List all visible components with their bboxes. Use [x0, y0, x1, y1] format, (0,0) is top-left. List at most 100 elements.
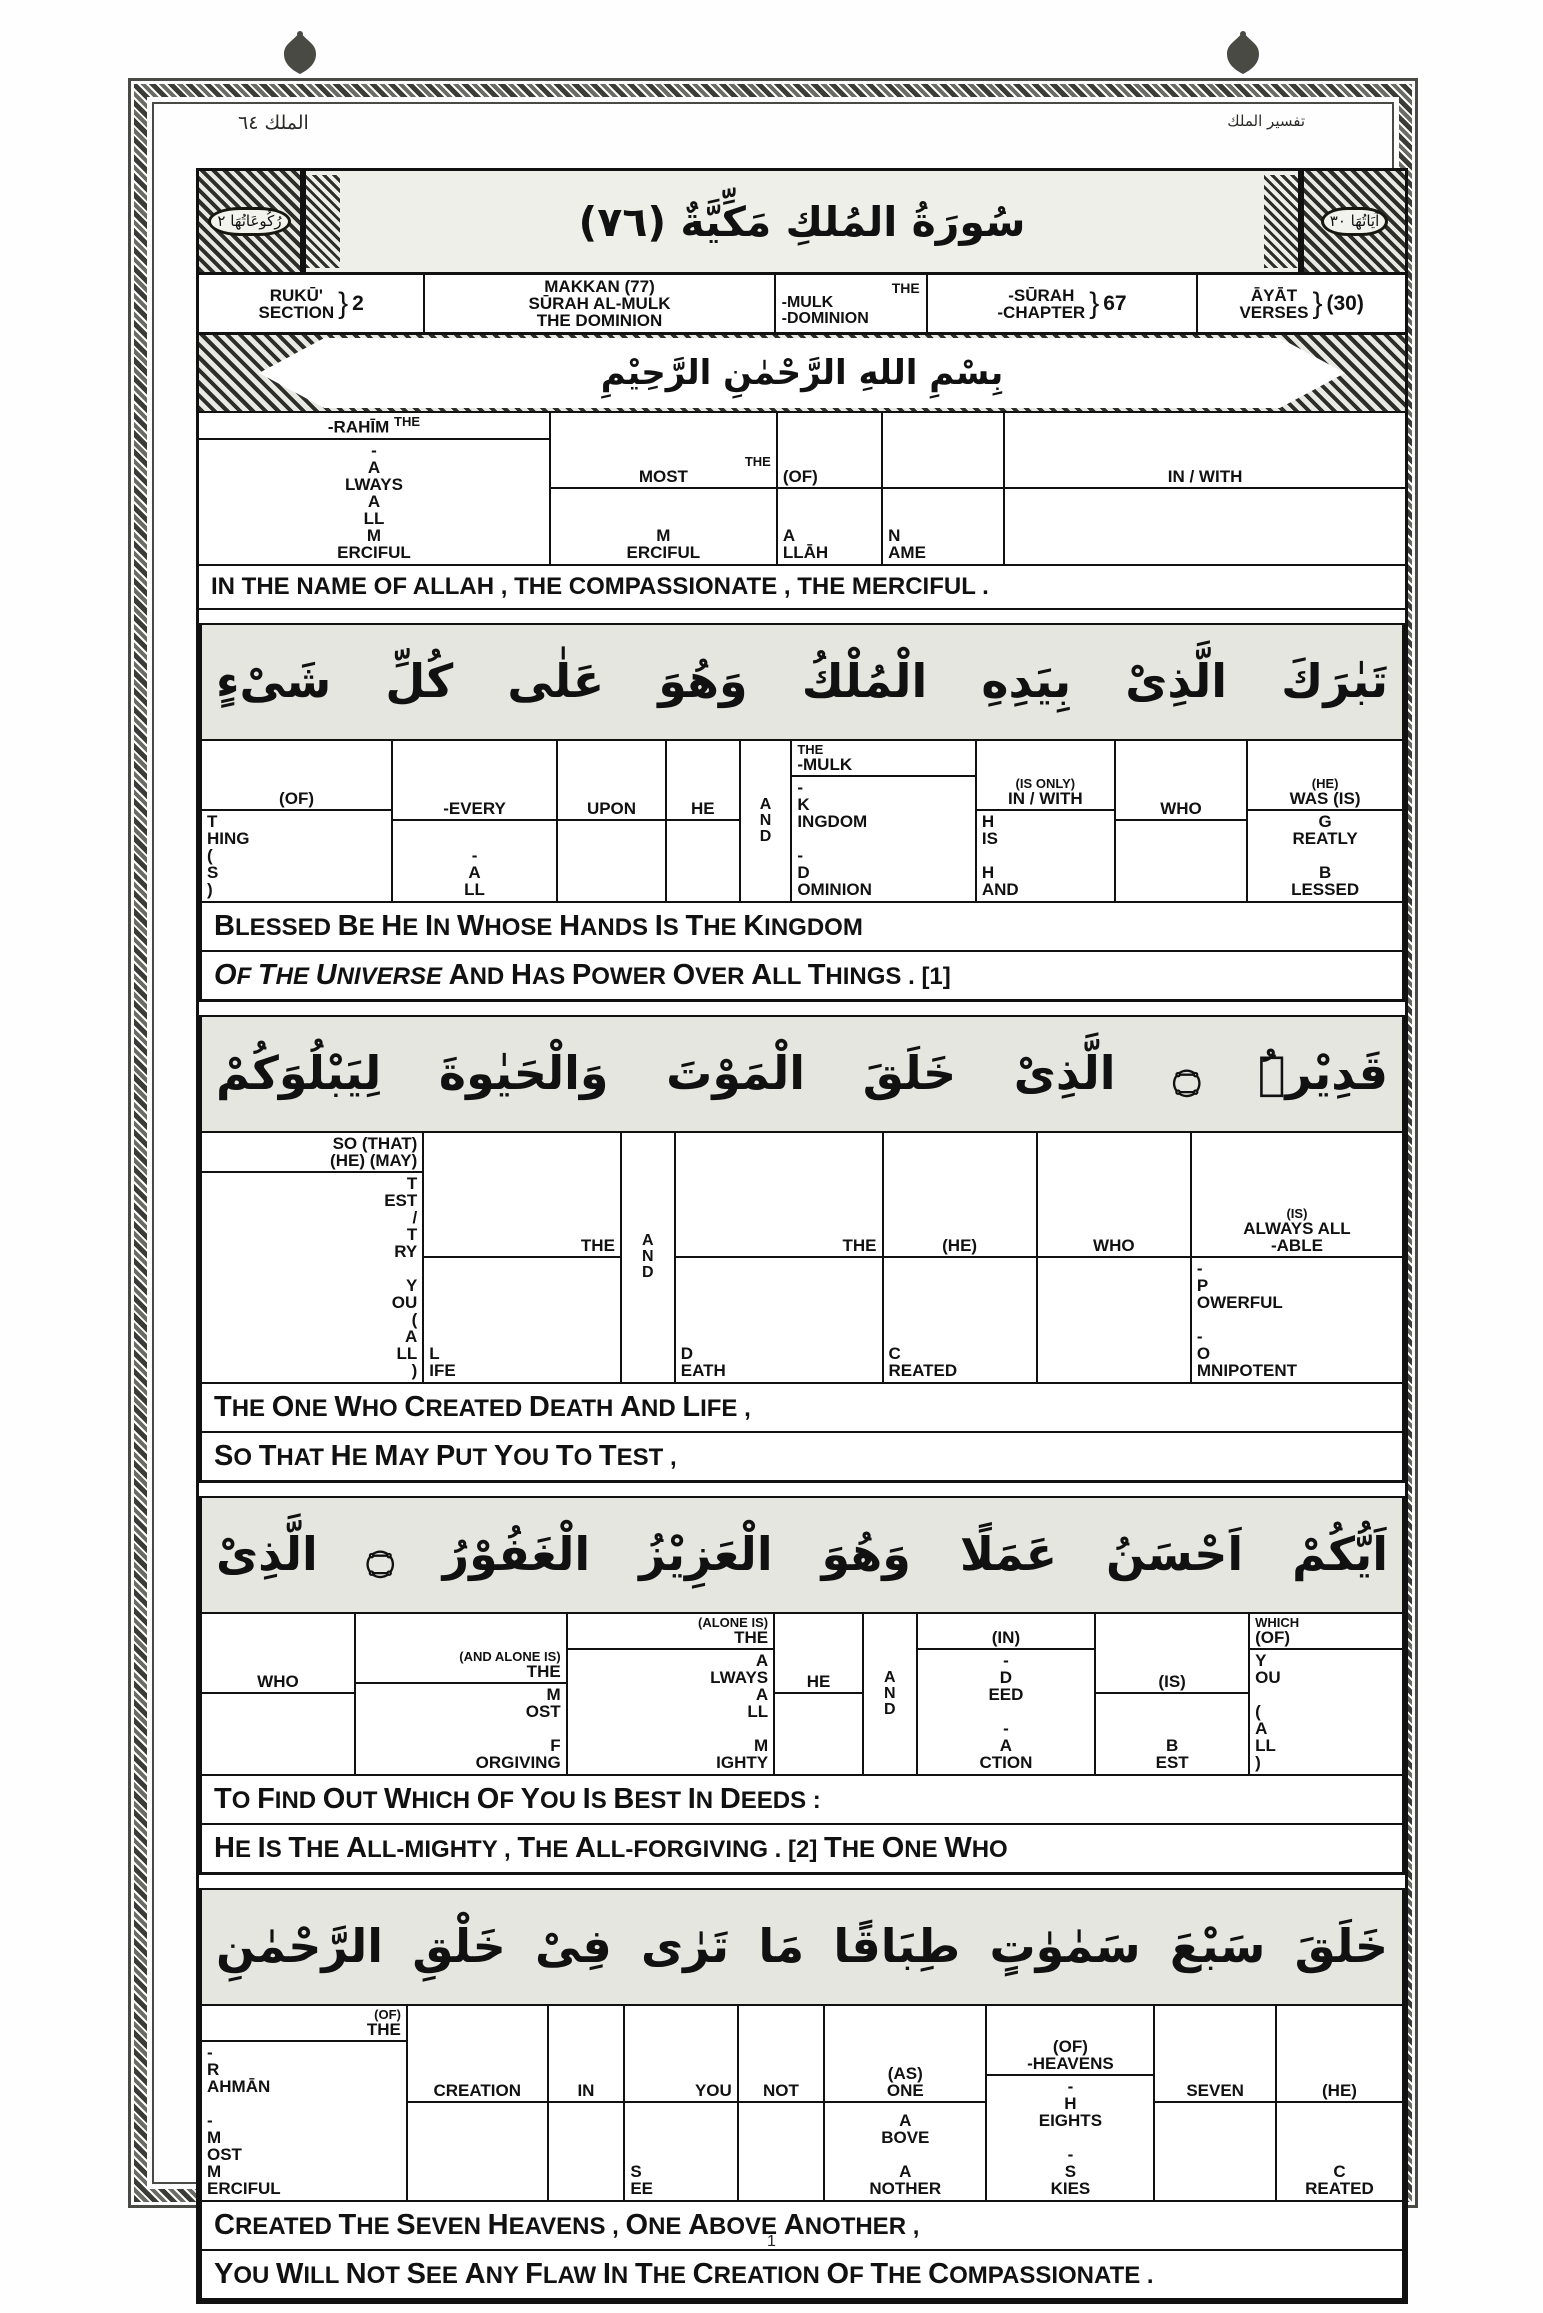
- ruku-brace: }: [338, 286, 349, 320]
- ayat-count-cell: ĀYĀT VERSES } (30): [1198, 275, 1405, 332]
- ayah-arabic-text: خَلَقَ سَبْعَ سَمٰوٰتٍ طِبَاقًا مَا تَرٰ…: [216, 1918, 1388, 1973]
- top-fleuron-right: [1213, 30, 1273, 76]
- word-cell: (OF) T HING(S): [202, 740, 394, 901]
- bismillah-gloss-top: (OF): [782, 466, 818, 486]
- ruku-value: 2: [352, 292, 364, 315]
- ayah-arabic-text: اَيُّكُمْ اَحْسَنُ عَمَلًا وَهُوَ الْعَز…: [216, 1526, 1388, 1581]
- ayah-arabic-text: قَدِيْرُۨ ۝ الَّذِىْ خَلَقَ الْمَوْتَ وَ…: [216, 1045, 1388, 1100]
- word-cell: WHO: [1037, 1132, 1192, 1382]
- word-cell: (OF) -HEAVENS - H EIGHTS - S KIES: [987, 2005, 1156, 2200]
- bismillah-gloss-top: IN / WITH: [1167, 466, 1243, 486]
- word-gloss-top: WHO: [1093, 1235, 1135, 1255]
- word-gloss-bottom: [666, 819, 739, 901]
- word-gloss-bottom: [1037, 1255, 1190, 1382]
- bismillah-gloss-bottom: A LLĀH: [777, 486, 882, 564]
- word-cell: THE -MULK - K INGDOM - D OMINION: [792, 740, 977, 901]
- word-gloss-top: WHICH (OF): [1255, 1614, 1300, 1647]
- word-gloss-bottom: - R AHMĀN - M OST M ERCIFUL: [202, 2039, 406, 2200]
- ayat-line-1: ĀYĀT: [1250, 285, 1298, 305]
- word-gloss-bottom: S EE: [625, 2101, 737, 2200]
- word-gloss-bottom: [738, 2101, 824, 2200]
- word-gloss-top: NOT: [762, 2081, 799, 2101]
- word-gloss-top: YOU: [694, 2081, 732, 2101]
- word-gloss-top: (OF) -HEAVENS: [1027, 2036, 1114, 2073]
- bismillah-gloss-top: -RAHĪM THE: [327, 414, 421, 437]
- revelation-line-3: THE DOMINION: [536, 311, 663, 330]
- word-gloss-bottom: [202, 1692, 354, 1774]
- ayat-brace: }: [1312, 286, 1323, 320]
- bismillah-gloss-top: [883, 413, 1003, 487]
- header-mark-left: الملك ٦٤: [238, 112, 309, 134]
- mulk-gloss-cell: THE -MULK -DOMINION: [776, 275, 928, 332]
- verse-block: خَلَقَ سَبْعَ سَمٰوٰتٍ طِبَاقًا مَا تَرٰ…: [199, 1887, 1405, 2301]
- word-gloss-top: -EVERY: [443, 799, 506, 819]
- word-cell: SO (THAT) (HE) (MAY) T EST / T RY Y OU (A LL): [202, 1132, 425, 1382]
- word-cell: THE D EATH: [675, 1132, 884, 1382]
- ruku-info-cell: RUKŪ' SECTION } 2: [199, 275, 426, 332]
- word-gloss-bottom: C REATED: [1276, 2101, 1403, 2200]
- word-gloss-top: (HE): [942, 1235, 978, 1255]
- word-cell: (HE) WAS (IS) G REATLY B LESSED: [1248, 741, 1403, 901]
- ayat-count: (30): [1326, 292, 1364, 315]
- surah-info-row: RUKŪ' SECTION } 2 MAKKAN (77) SŪRAH AL-M…: [199, 275, 1405, 335]
- word-cell: WHO: [1115, 740, 1249, 901]
- ayah-arabic-band: خَلَقَ سَبْعَ سَمٰوٰتٍ طِبَاقًا مَا تَرٰ…: [202, 1887, 1402, 2006]
- mulk-line-2: -DOMINION: [781, 309, 869, 327]
- ayah-translation-line: THE ONE WHO CREATED DEATH AND LIFE ,: [202, 1383, 1402, 1433]
- word-gloss-top: UPON: [586, 799, 637, 819]
- word-gloss-top: (HE): [1322, 2081, 1357, 2101]
- bismillah-word-cell: N AME: [883, 413, 1006, 564]
- word-gloss-bottom: L IFE: [424, 1255, 620, 1382]
- surah-content: رُكُوعَاتُهَا ٢ سُورَةُ المُلكِ مَكِّيَّ…: [196, 168, 1408, 2304]
- ayah-arabic-band: قَدِيْرُۨ ۝ الَّذِىْ خَلَقَ الْمَوْتَ وَ…: [202, 1014, 1402, 1133]
- word-gloss-bottom: C REATED: [883, 1255, 1036, 1382]
- word-cell: (IS) ALWAYS ALL -ABLE - P OWERFUL - O MNIPOTENT: [1191, 1133, 1403, 1382]
- bismillah-word-cell: THE MOST M ERCIFUL: [550, 413, 778, 564]
- ayah-arabic-text: تَبٰرَكَ الَّذِىْ بِيَدِهِ الْمُلْكُ وَه…: [216, 653, 1388, 708]
- word-gloss-top: HE: [806, 1672, 831, 1692]
- word-gloss-top: SO (THAT) (HE) (MAY): [330, 1133, 418, 1170]
- word-gloss-bottom: - D EED - A CTION: [917, 1647, 1095, 1774]
- bismillah-word-cell: IN / WITH: [1005, 413, 1405, 564]
- word-cell: IN: [548, 2005, 626, 2200]
- revelation-line-2: SŪRAH AL-MULK: [528, 294, 671, 313]
- bismillah-word-cell: -RAHĪM THE - A LWAYS A LL M ERCIFUL: [199, 413, 551, 564]
- word-gloss-bottom: Y OU(A LL): [1250, 1647, 1402, 1774]
- ayat-count-pill: آيَاتُهَا ٣٠: [1320, 206, 1389, 237]
- word-gloss-top: (IS): [1158, 1672, 1186, 1692]
- word-gloss-top: WHO: [1160, 799, 1202, 819]
- ayah-arabic-band: اَيُّكُمْ اَحْسَنُ عَمَلًا وَهُوَ الْعَز…: [202, 1495, 1402, 1614]
- bismillah-gloss-bottom: N AME: [883, 486, 1004, 564]
- word-gloss-bottom: D EATH: [675, 1255, 882, 1382]
- word-cell: (AS) ONE A BOVE A NOTHER: [825, 2005, 988, 2200]
- word-gloss-bottom: - H EIGHTS - S KIES: [987, 2073, 1154, 2200]
- surah-brace: }: [1089, 286, 1100, 320]
- ayah-translation-line: CREATED THE SEVEN HEAVENS , ONE ABOVE AN…: [202, 2201, 1402, 2251]
- word-gloss-bottom: [407, 2101, 547, 2200]
- word-cell: WHO: [202, 1613, 356, 1774]
- word-cell: (ALONE IS) THE A LWAYS A LL M IGHTY: [567, 1613, 776, 1774]
- verse-list: تَبٰرَكَ الَّذِىْ بِيَدِهِ الْمُلْكُ وَه…: [199, 622, 1405, 2301]
- word-gloss-top: (IS ONLY) IN / WITH: [1008, 775, 1083, 808]
- mulk-line-1: -MULK: [781, 293, 834, 311]
- ayah-translation-line: OF THE UNIVERSE AND HAS POWER OVER ALL T…: [202, 951, 1402, 999]
- word-gloss-bottom: - K INGDOM - D OMINION: [792, 774, 975, 901]
- bismillah-band: بِسْمِ اللهِ الرَّحْمٰنِ الرَّحِيْمِ: [199, 335, 1405, 413]
- bismillah-inner: بِسْمِ اللهِ الرَّحْمٰنِ الرَّحِيْمِ: [259, 338, 1345, 408]
- word-gloss-top: WHO: [257, 1672, 299, 1692]
- word-gloss-top: CREATION: [433, 2081, 521, 2101]
- ayah-word-grid: WHO (AND ALONE IS) THE M OST F ORGIVING (ALONE…: [202, 1613, 1402, 1776]
- revelation-line-1: MAKKAN (77): [544, 277, 655, 296]
- word-cell: (OF) THE - R AHMĀN - M OST M ERCIFUL: [202, 2005, 408, 2200]
- word-cell: SEVEN: [1155, 2005, 1277, 2200]
- verse-gap: [199, 1874, 1405, 1888]
- word-gloss-bottom: G REATLY B LESSED: [1248, 808, 1403, 901]
- word-gloss-top: THE -MULK: [797, 741, 853, 774]
- ayah-translation-line: SO THAT HE MAY PUT YOU TO TEST ,: [202, 1432, 1402, 1480]
- ayah-word-grid: SO (THAT) (HE) (MAY) T EST / T RY Y OU (A LL) TH…: [202, 1132, 1403, 1384]
- ayah-translation-line: TO FIND OUT WHICH OF YOU IS BEST IN DEED…: [202, 1775, 1402, 1825]
